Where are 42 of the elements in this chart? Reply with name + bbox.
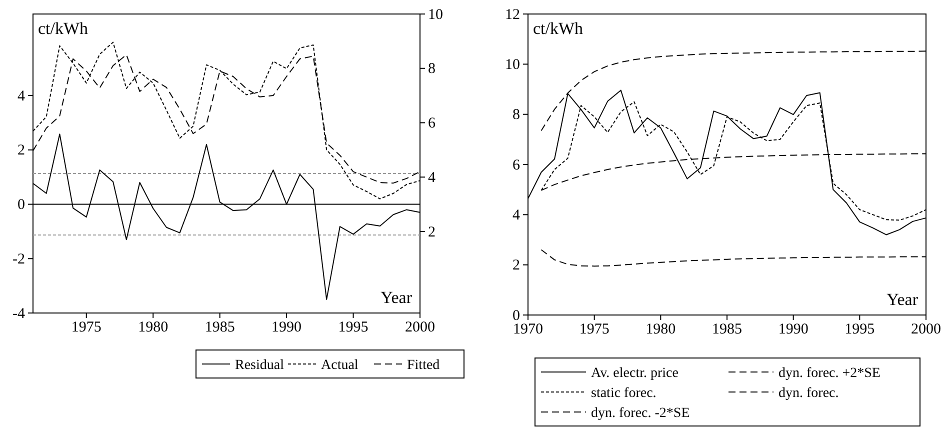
y-tick-label: 6: [512, 157, 520, 174]
x-tick-label: 1975: [71, 320, 102, 336]
x-tick-label: 2000: [405, 320, 435, 336]
y-tick-label: 4: [18, 88, 26, 104]
y-tick-label: 0: [512, 308, 520, 324]
y-tick-label: -4: [12, 306, 26, 322]
x-tick-label: 1995: [338, 320, 368, 336]
legend-label: static forec.: [591, 386, 656, 401]
x-tick-label: 1980: [646, 322, 676, 338]
x-tick-label: 1975: [579, 322, 610, 338]
x-axis-title: Year: [380, 288, 412, 307]
x-tick-label: 1990: [272, 320, 302, 336]
y-axis-title: ct/kWh: [38, 19, 89, 38]
legend-label: dyn. forec. +2*SE: [778, 366, 880, 381]
legend-label: dyn. forec.: [778, 386, 839, 401]
y-tick-label: 2: [18, 142, 25, 159]
y-axis-title: ct/kWh: [533, 19, 584, 38]
y2-tick-label: 2: [428, 224, 436, 240]
legend-label: Av. electr. price: [591, 366, 678, 381]
y2-tick-label: 8: [428, 61, 436, 78]
x-tick-label: 1990: [778, 322, 808, 338]
x-tick-label: 1985: [712, 322, 742, 338]
y-tick-label: 4: [512, 207, 520, 224]
legend-label: Residual: [235, 358, 284, 373]
y-tick-label: -2: [12, 251, 25, 268]
x-tick-label: 1985: [204, 320, 235, 336]
y2-tick-label: 4: [428, 170, 436, 186]
x-axis-title: Year: [886, 290, 918, 309]
x-tick-label: 2000: [911, 322, 941, 338]
x-tick-label: 1995: [844, 322, 875, 338]
y-tick-label: 10: [505, 56, 520, 73]
y-tick-label: 8: [512, 107, 520, 124]
legend-label: Fitted: [407, 358, 440, 373]
y-tick-label: 2: [512, 258, 520, 274]
y2-tick-label: 10: [428, 6, 443, 23]
y-tick-label: 12: [505, 6, 520, 23]
y2-tick-label: 6: [428, 116, 436, 132]
legend-label: Actual: [321, 358, 358, 373]
legend-label: dyn. forec. -2*SE: [591, 406, 690, 421]
y-tick-label: 0: [18, 197, 25, 214]
x-tick-label: 1980: [138, 320, 168, 336]
x-tick-label: 1970: [513, 322, 543, 338]
